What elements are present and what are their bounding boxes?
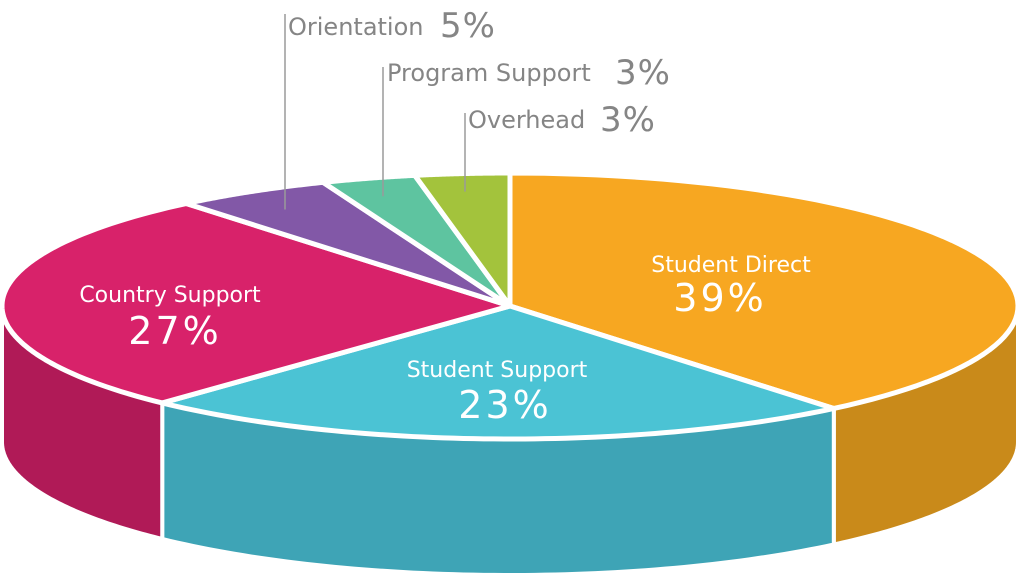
overhead-label: Overhead bbox=[468, 106, 585, 134]
student-direct-value: 39% bbox=[673, 276, 766, 320]
country-support-value: 27% bbox=[128, 309, 221, 353]
country-support-label: Country Support bbox=[79, 283, 261, 308]
student-direct-label: Student Direct bbox=[651, 253, 811, 278]
overhead-slice bbox=[412, 170, 513, 309]
pie-sides bbox=[0, 304, 1020, 577]
overhead-value: 3% bbox=[600, 100, 656, 140]
student-support-slice bbox=[159, 303, 837, 442]
orientation-slice bbox=[183, 179, 513, 309]
orientation-label: Orientation bbox=[288, 13, 424, 41]
program-support-label: Program Support bbox=[387, 59, 591, 87]
country-support-slice bbox=[0, 201, 513, 406]
pie-tops bbox=[0, 170, 1021, 442]
program-support-value: 3% bbox=[615, 53, 671, 93]
student-direct-slice bbox=[507, 170, 1021, 411]
student-support-label: Student Support bbox=[407, 358, 588, 383]
orientation-value: 5% bbox=[440, 6, 496, 46]
program-support-slice bbox=[320, 172, 513, 309]
callout-lines bbox=[284, 14, 466, 210]
student-support-value: 23% bbox=[458, 383, 551, 427]
